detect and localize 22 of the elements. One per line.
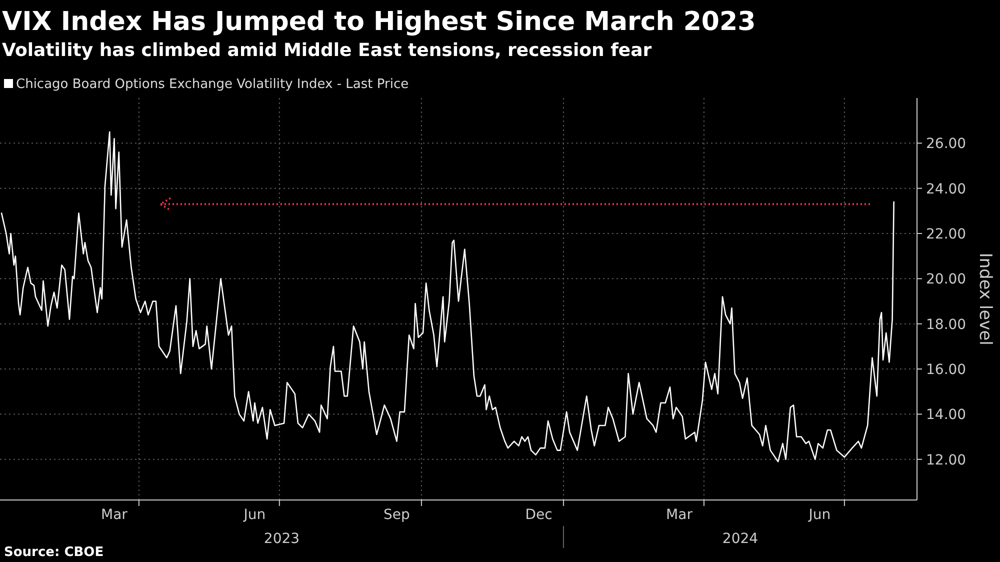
x-tick-label: Jun <box>242 507 266 523</box>
y-tick-label: 18.00 <box>926 316 966 333</box>
y-axis-title: Index level <box>975 252 995 346</box>
line-series <box>0 131 894 462</box>
x-tick-label: Jun <box>808 507 831 523</box>
x-tick-label: Mar <box>666 507 693 523</box>
legend-label: Chicago Board Options Exchange Volatility Index - Last Price <box>16 77 409 92</box>
y-tick-label: 14.00 <box>926 407 966 424</box>
y-tick-label: 12.00 <box>926 452 966 468</box>
source-note: Source: CBOE <box>4 545 104 560</box>
x-tick-label: Sep <box>384 507 410 523</box>
y-tick-label: 20.00 <box>926 272 966 288</box>
y-tick-label: 24.00 <box>926 181 966 198</box>
text: 2023 <box>264 531 300 547</box>
x-tick-label: Dec <box>525 507 552 523</box>
chart-subtitle: Volatility has climbed amid Middle East tensions, recession fear <box>2 40 652 61</box>
y-tick-label: 26.00 <box>926 136 966 152</box>
chart-title: VIX Index Has Jumped to Highest Since March 2023 <box>2 7 756 37</box>
y-tick-label: 16.00 <box>926 362 966 378</box>
x-tick-label: Mar <box>101 507 128 523</box>
y-tick-label: 22.00 <box>926 226 966 243</box>
text: 2024 <box>722 531 758 547</box>
